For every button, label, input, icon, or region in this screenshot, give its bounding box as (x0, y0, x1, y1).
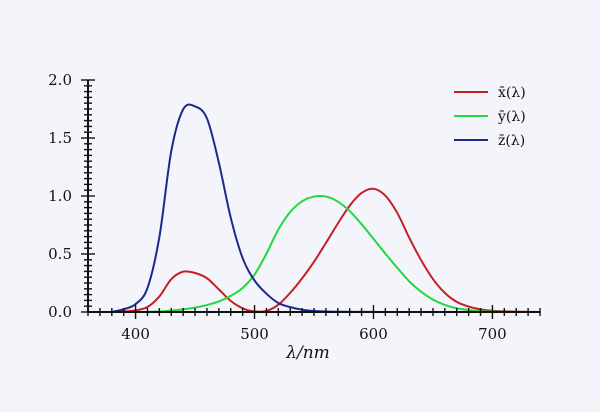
x-tick-label: 500 (240, 325, 269, 343)
y-tick-label: 1.5 (48, 129, 72, 147)
legend-label: ȳ(λ) (497, 109, 526, 125)
axes-layer: 0.0 0.5 1.0 1.5 2.0 400 500 600 700 (48, 71, 541, 343)
series-layer (110, 103, 541, 314)
legend-label: z̄(λ) (498, 133, 525, 149)
legend: x̄(λ) ȳ(λ) z̄(λ) (454, 85, 526, 149)
legend-label: x̄(λ) (498, 85, 526, 101)
series-line-1 (110, 194, 541, 314)
y-tick-label: 0.5 (48, 245, 72, 263)
y-tick-label: 0.0 (48, 303, 72, 321)
x-tick-label: 600 (359, 325, 388, 343)
x-tick-label: 700 (478, 325, 507, 343)
series-line-0 (110, 187, 541, 313)
y-tick-label: 1.0 (48, 187, 72, 205)
x-axis-label: λ/nm (285, 343, 330, 363)
y-tick-label: 2.0 (48, 71, 72, 89)
x-tick-label: 400 (121, 325, 150, 343)
series-line-2 (110, 103, 541, 314)
